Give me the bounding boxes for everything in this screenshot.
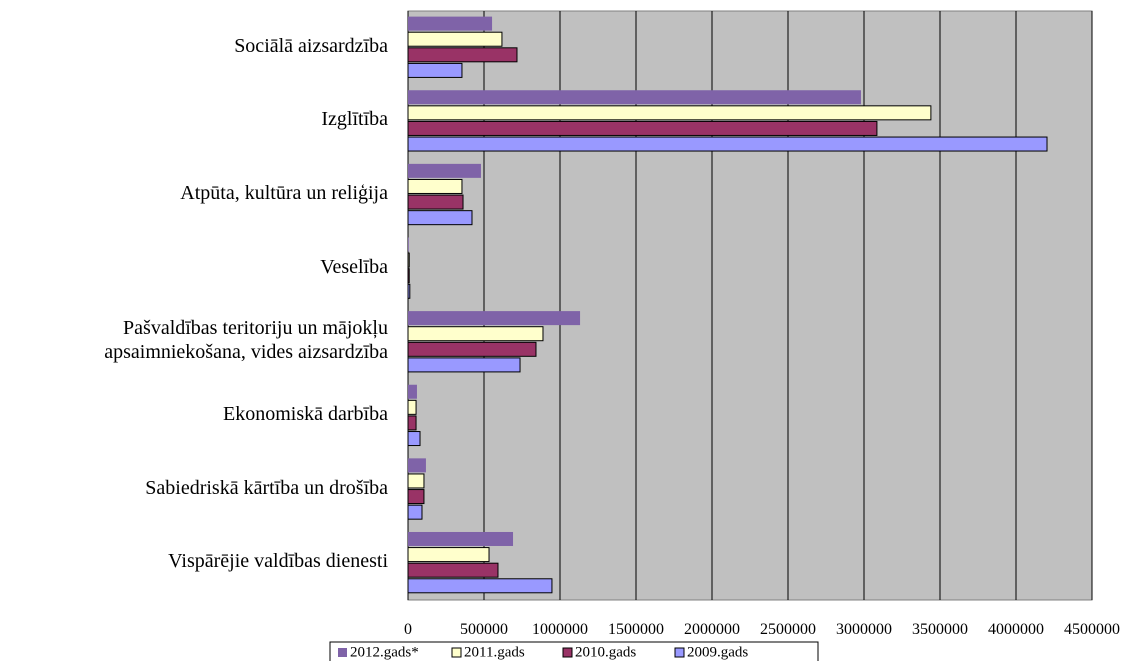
bar [407,578,553,594]
legend-label: 2009.gads [687,644,748,660]
bar [407,194,464,210]
x-tick-label: 0 [404,621,412,638]
bar [407,120,878,136]
bar [407,47,518,63]
y-tick-label: Sociālā aizsardzība [234,34,388,57]
bar [407,415,417,431]
y-tick-label: Vispārējie valdības dienesti [168,550,388,573]
x-tick-label: 2500000 [760,621,816,638]
bar [408,384,417,399]
bar [407,562,499,578]
y-tick-label: Veselība [320,255,388,278]
bar [407,431,421,447]
bar [407,489,425,505]
legend-swatch [451,647,462,658]
bar [407,504,423,520]
bar [408,163,481,178]
bar [408,237,409,252]
bar [408,90,861,105]
bar [408,16,493,31]
bar [408,311,581,326]
legend-label: 2012.gads* [350,644,419,660]
x-tick-label: 4000000 [988,621,1044,638]
bar [407,341,537,357]
y-tick-label: Izglītība [321,108,388,131]
bar [407,473,425,489]
y-tick-label: Ekonomiskā darbība [223,402,388,425]
bar [407,105,932,121]
bar [407,357,521,373]
x-tick-label: 1000000 [532,621,588,638]
x-tick-label: 500000 [460,621,508,638]
bar [408,458,426,473]
x-tick-label: 3000000 [836,621,892,638]
bar [407,283,411,299]
bar [407,136,1048,152]
legend-label: 2011.gads [464,644,525,660]
x-tick-label: 2000000 [684,621,740,638]
x-tick-label: 3500000 [912,621,968,638]
x-tick-label: 1500000 [608,621,664,638]
bar [407,268,410,284]
legend-swatch [338,648,347,657]
bar [408,531,514,546]
bar [407,252,410,268]
legend-swatch [674,647,685,658]
bar [407,178,463,194]
legend-swatch [562,647,573,658]
legend-label: 2010.gads [575,644,636,660]
bar [407,326,544,342]
x-tick-label: 4500000 [1064,621,1120,638]
bar [407,31,503,47]
bar [407,547,490,563]
bar [407,210,473,226]
bar [407,399,417,415]
bar [407,62,463,78]
y-tick-label: Pašvaldības teritoriju un mājokļu apsaim… [104,317,388,364]
y-tick-label: Sabiedriskā kārtība un drošība [145,476,388,499]
y-tick-label: Atpūta, kultūra un reliģija [180,182,388,205]
